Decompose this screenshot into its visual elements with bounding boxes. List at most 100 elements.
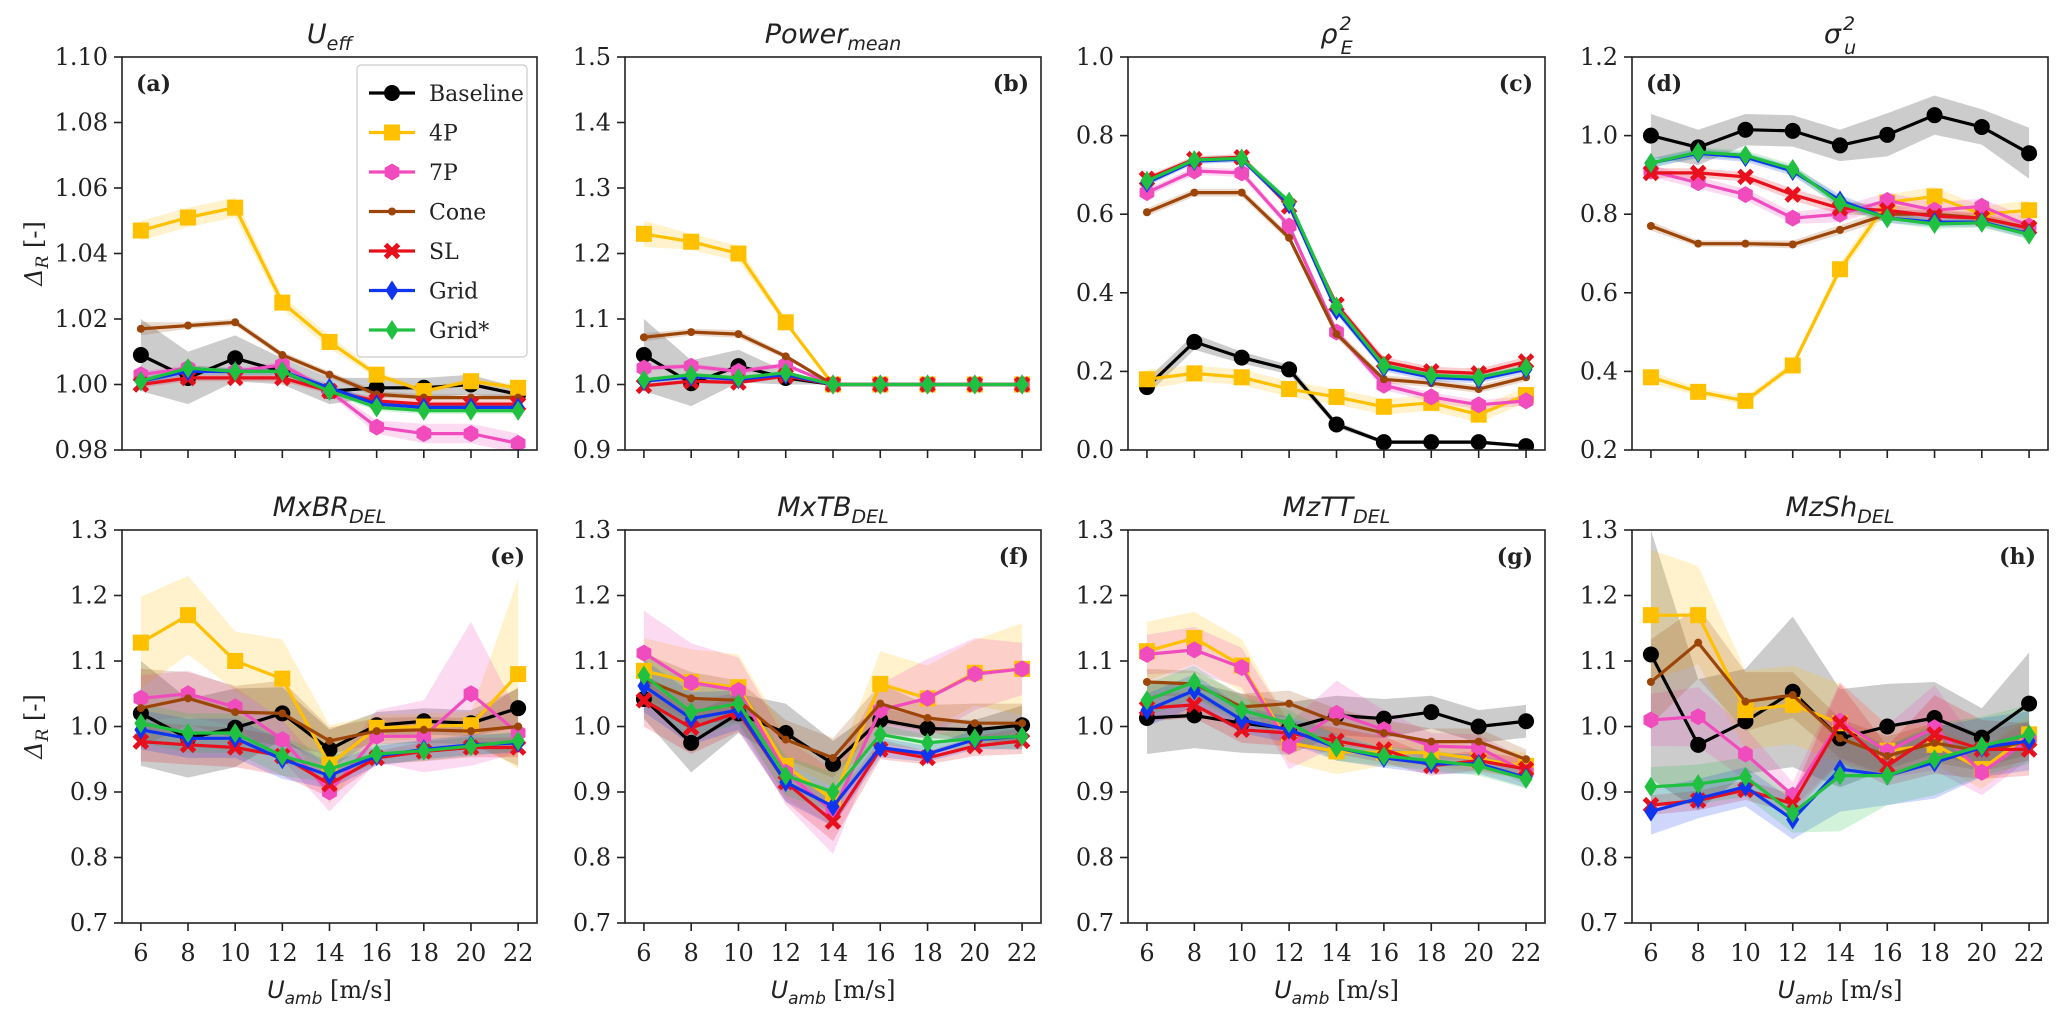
data-point xyxy=(826,374,840,395)
legend-label: 7P xyxy=(429,161,458,186)
y-tick-label: 1.2 xyxy=(1580,43,1618,71)
legend-marker xyxy=(384,85,400,101)
y-axis-label: ΔR [-] xyxy=(20,694,53,760)
y-tick-label: 1.2 xyxy=(573,240,611,268)
x-tick-label: 16 xyxy=(361,939,392,967)
data-point xyxy=(466,727,475,736)
data-point xyxy=(181,723,195,744)
legend: Baseline 4P 7P Cone SL Grid Grid* xyxy=(356,64,528,358)
x-tick-label: 22 xyxy=(1511,939,1542,967)
legend-label: 4P xyxy=(429,122,458,147)
data-point xyxy=(1644,776,1658,797)
data-point xyxy=(1518,392,1534,410)
y-tick-label: 1.10 xyxy=(55,43,108,71)
legend-marker xyxy=(385,320,399,340)
x-tick-label: 12 xyxy=(1777,939,1808,967)
y-tick-label: 0.9 xyxy=(573,436,611,464)
data-point xyxy=(227,653,244,669)
plot-area xyxy=(1138,611,1535,789)
data-point xyxy=(873,374,887,395)
x-tick-label: 18 xyxy=(1416,939,1447,967)
legend-item-7p: 7P xyxy=(369,161,458,186)
data-point xyxy=(1646,677,1655,686)
data-point xyxy=(1375,434,1392,450)
data-point xyxy=(1644,153,1658,174)
data-point xyxy=(1737,168,1754,186)
data-point xyxy=(1186,365,1203,382)
x-tick-label: 8 xyxy=(1187,939,1202,967)
panel-title: Powermean xyxy=(765,19,902,55)
x-tick-label: 22 xyxy=(2014,939,2045,967)
data-point xyxy=(1691,142,1705,163)
y-tick-label: 0.6 xyxy=(1076,200,1114,228)
data-point xyxy=(1235,148,1249,169)
x-tick-label: 16 xyxy=(1872,939,1903,967)
data-point xyxy=(968,374,982,395)
data-point xyxy=(1423,434,1440,450)
data-point xyxy=(1831,714,1849,732)
data-point xyxy=(1379,375,1388,384)
panel-tag: (e) xyxy=(490,544,525,570)
data-point xyxy=(2021,202,2038,219)
data-point xyxy=(921,374,935,395)
data-point xyxy=(1423,704,1440,721)
legend-label: SL xyxy=(429,240,459,265)
series-grid-star xyxy=(637,665,1029,802)
y-tick-label: 0.7 xyxy=(1076,909,1114,937)
y-tick-label: 1.3 xyxy=(573,516,611,544)
data-point xyxy=(184,694,193,703)
legend-marker xyxy=(384,124,400,141)
data-point xyxy=(136,324,145,333)
data-point xyxy=(970,719,979,728)
series-cone xyxy=(1142,188,1531,394)
data-point xyxy=(1833,765,1847,786)
data-point xyxy=(1518,713,1535,730)
data-point xyxy=(323,759,336,780)
panel-title: MxTBDEL xyxy=(777,492,889,528)
band-4p xyxy=(643,623,1023,827)
y-tick-label: 1.3 xyxy=(1076,516,1114,544)
series-grid-star xyxy=(1140,671,1533,789)
data-point xyxy=(920,689,935,707)
panel-h: 0.7 0.8 0.9 1.0 1.1 1.2 1.3 6 8 10 12 14 16 18 20 22 MzS… xyxy=(1580,492,2049,1009)
y-tick-label: 1.3 xyxy=(1580,516,1618,544)
data-point xyxy=(1518,438,1535,450)
series-baseline xyxy=(1138,333,1535,450)
data-point xyxy=(1470,434,1487,450)
data-point xyxy=(1975,212,1989,233)
data-point xyxy=(829,753,837,762)
y-tick-label: 1.1 xyxy=(1076,647,1114,675)
series-grid-star xyxy=(134,713,525,780)
legend-marker xyxy=(384,163,400,181)
y-tick-label: 1.1 xyxy=(70,647,108,675)
data-point xyxy=(1424,365,1438,386)
x-tick-label: 6 xyxy=(636,939,651,967)
y-tick-label: 0.8 xyxy=(1580,200,1618,228)
data-point xyxy=(731,682,746,699)
x-tick-label: 6 xyxy=(1643,939,1658,967)
band-4p xyxy=(140,575,519,804)
data-point xyxy=(1332,717,1341,726)
data-point xyxy=(132,347,149,364)
data-point xyxy=(1738,186,1753,204)
x-tick-label: 12 xyxy=(1274,939,1305,967)
data-point xyxy=(1328,416,1345,433)
data-point xyxy=(1689,164,1707,182)
panel-d: 0.2 0.4 0.6 0.8 1.0 1.2 σ 2 u (d) xyxy=(1580,13,2049,464)
data-point xyxy=(372,727,381,736)
x-tick-label: 8 xyxy=(1691,939,1706,967)
y-tick-label: 1.1 xyxy=(1580,647,1618,675)
data-point xyxy=(1879,718,1896,735)
data-point xyxy=(639,333,648,342)
data-point xyxy=(1235,700,1249,721)
data-point xyxy=(416,727,432,745)
data-point xyxy=(1187,671,1201,692)
data-point xyxy=(1973,118,1990,135)
data-point xyxy=(1928,214,1942,235)
data-point xyxy=(824,813,842,830)
data-point xyxy=(779,362,793,383)
data-point xyxy=(227,350,244,367)
data-point xyxy=(1930,738,1939,747)
data-point xyxy=(1018,719,1027,728)
legend-label: Cone xyxy=(429,201,486,226)
